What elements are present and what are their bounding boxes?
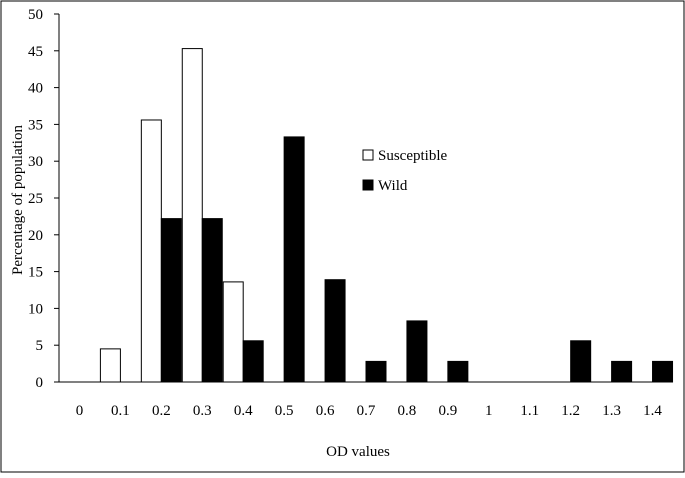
bar-susceptible-0.1 (99, 348, 121, 383)
bar-susceptible-0.3 (181, 48, 203, 383)
bar-wild-0.7 (365, 360, 387, 383)
x-tick-label: 0.3 (193, 403, 212, 419)
y-tick-label: 5 (36, 338, 44, 354)
y-tick-label: 0 (36, 375, 44, 391)
bar-wild-0.5 (283, 136, 305, 383)
x-tick-label: 1.2 (561, 403, 580, 419)
legend-swatch-wild (362, 179, 374, 191)
bars-layer (99, 48, 674, 383)
bar-susceptible-0.4 (222, 281, 244, 383)
x-tick-label: 1.4 (643, 403, 662, 419)
bar-wild-1.3 (611, 360, 633, 383)
x-tick-label: 1.1 (520, 403, 539, 419)
y-tick-label: 20 (28, 228, 43, 244)
bar-wild-0.6 (324, 279, 346, 383)
bar-wild-1.4 (652, 360, 674, 383)
y-tick-label: 35 (28, 117, 43, 133)
x-tick-label: 0.8 (398, 403, 417, 419)
legend-label-wild: Wild (378, 178, 408, 194)
x-tick-label: 0.5 (275, 403, 294, 419)
bar-wild-0.3 (201, 218, 223, 383)
y-axis-title: Percentage of population (10, 125, 26, 275)
y-tick-label: 40 (28, 81, 43, 97)
legend-swatch-susceptible (362, 149, 374, 161)
y-tick-label: 45 (28, 44, 43, 60)
x-tick-label: 1.3 (602, 403, 621, 419)
y-tick-label: 50 (28, 7, 43, 23)
bar-wild-0.4 (242, 340, 264, 383)
bar-wild-0.2 (160, 218, 182, 383)
bar-susceptible-0.2 (140, 119, 162, 383)
x-tick-label: 0.1 (111, 403, 130, 419)
x-tick-label: 0.7 (357, 403, 376, 419)
bar-wild-0.9 (447, 360, 469, 383)
y-tick-label: 15 (28, 265, 43, 281)
y-tick-label: 30 (28, 154, 43, 170)
bar-wild-0.8 (406, 320, 428, 383)
x-tick-label: 0.9 (438, 403, 457, 419)
x-axis-title: OD values (326, 444, 390, 460)
legend: Susceptible Wild (362, 148, 447, 194)
x-tick-label: 1 (485, 403, 493, 419)
legend-label-susceptible: Susceptible (378, 148, 447, 164)
x-tick-label: 0.6 (316, 403, 335, 419)
bar-wild-1.2 (570, 340, 592, 383)
x-tick-label: 0.4 (234, 403, 253, 419)
x-axis-tick-labels: 0 0.1 0.2 0.3 0.4 0.5 0.6 0.7 0.8 0.9 1 1.1 1.2 1.3 1.… (76, 403, 663, 419)
y-tick-label: 10 (28, 301, 43, 317)
x-tick-label: 0 (76, 403, 84, 419)
x-tick-label: 0.2 (152, 403, 171, 419)
y-tick-label: 25 (28, 191, 43, 207)
y-axis-ticks: 0 5 10 15 20 25 30 35 40 45 50 (28, 7, 59, 391)
